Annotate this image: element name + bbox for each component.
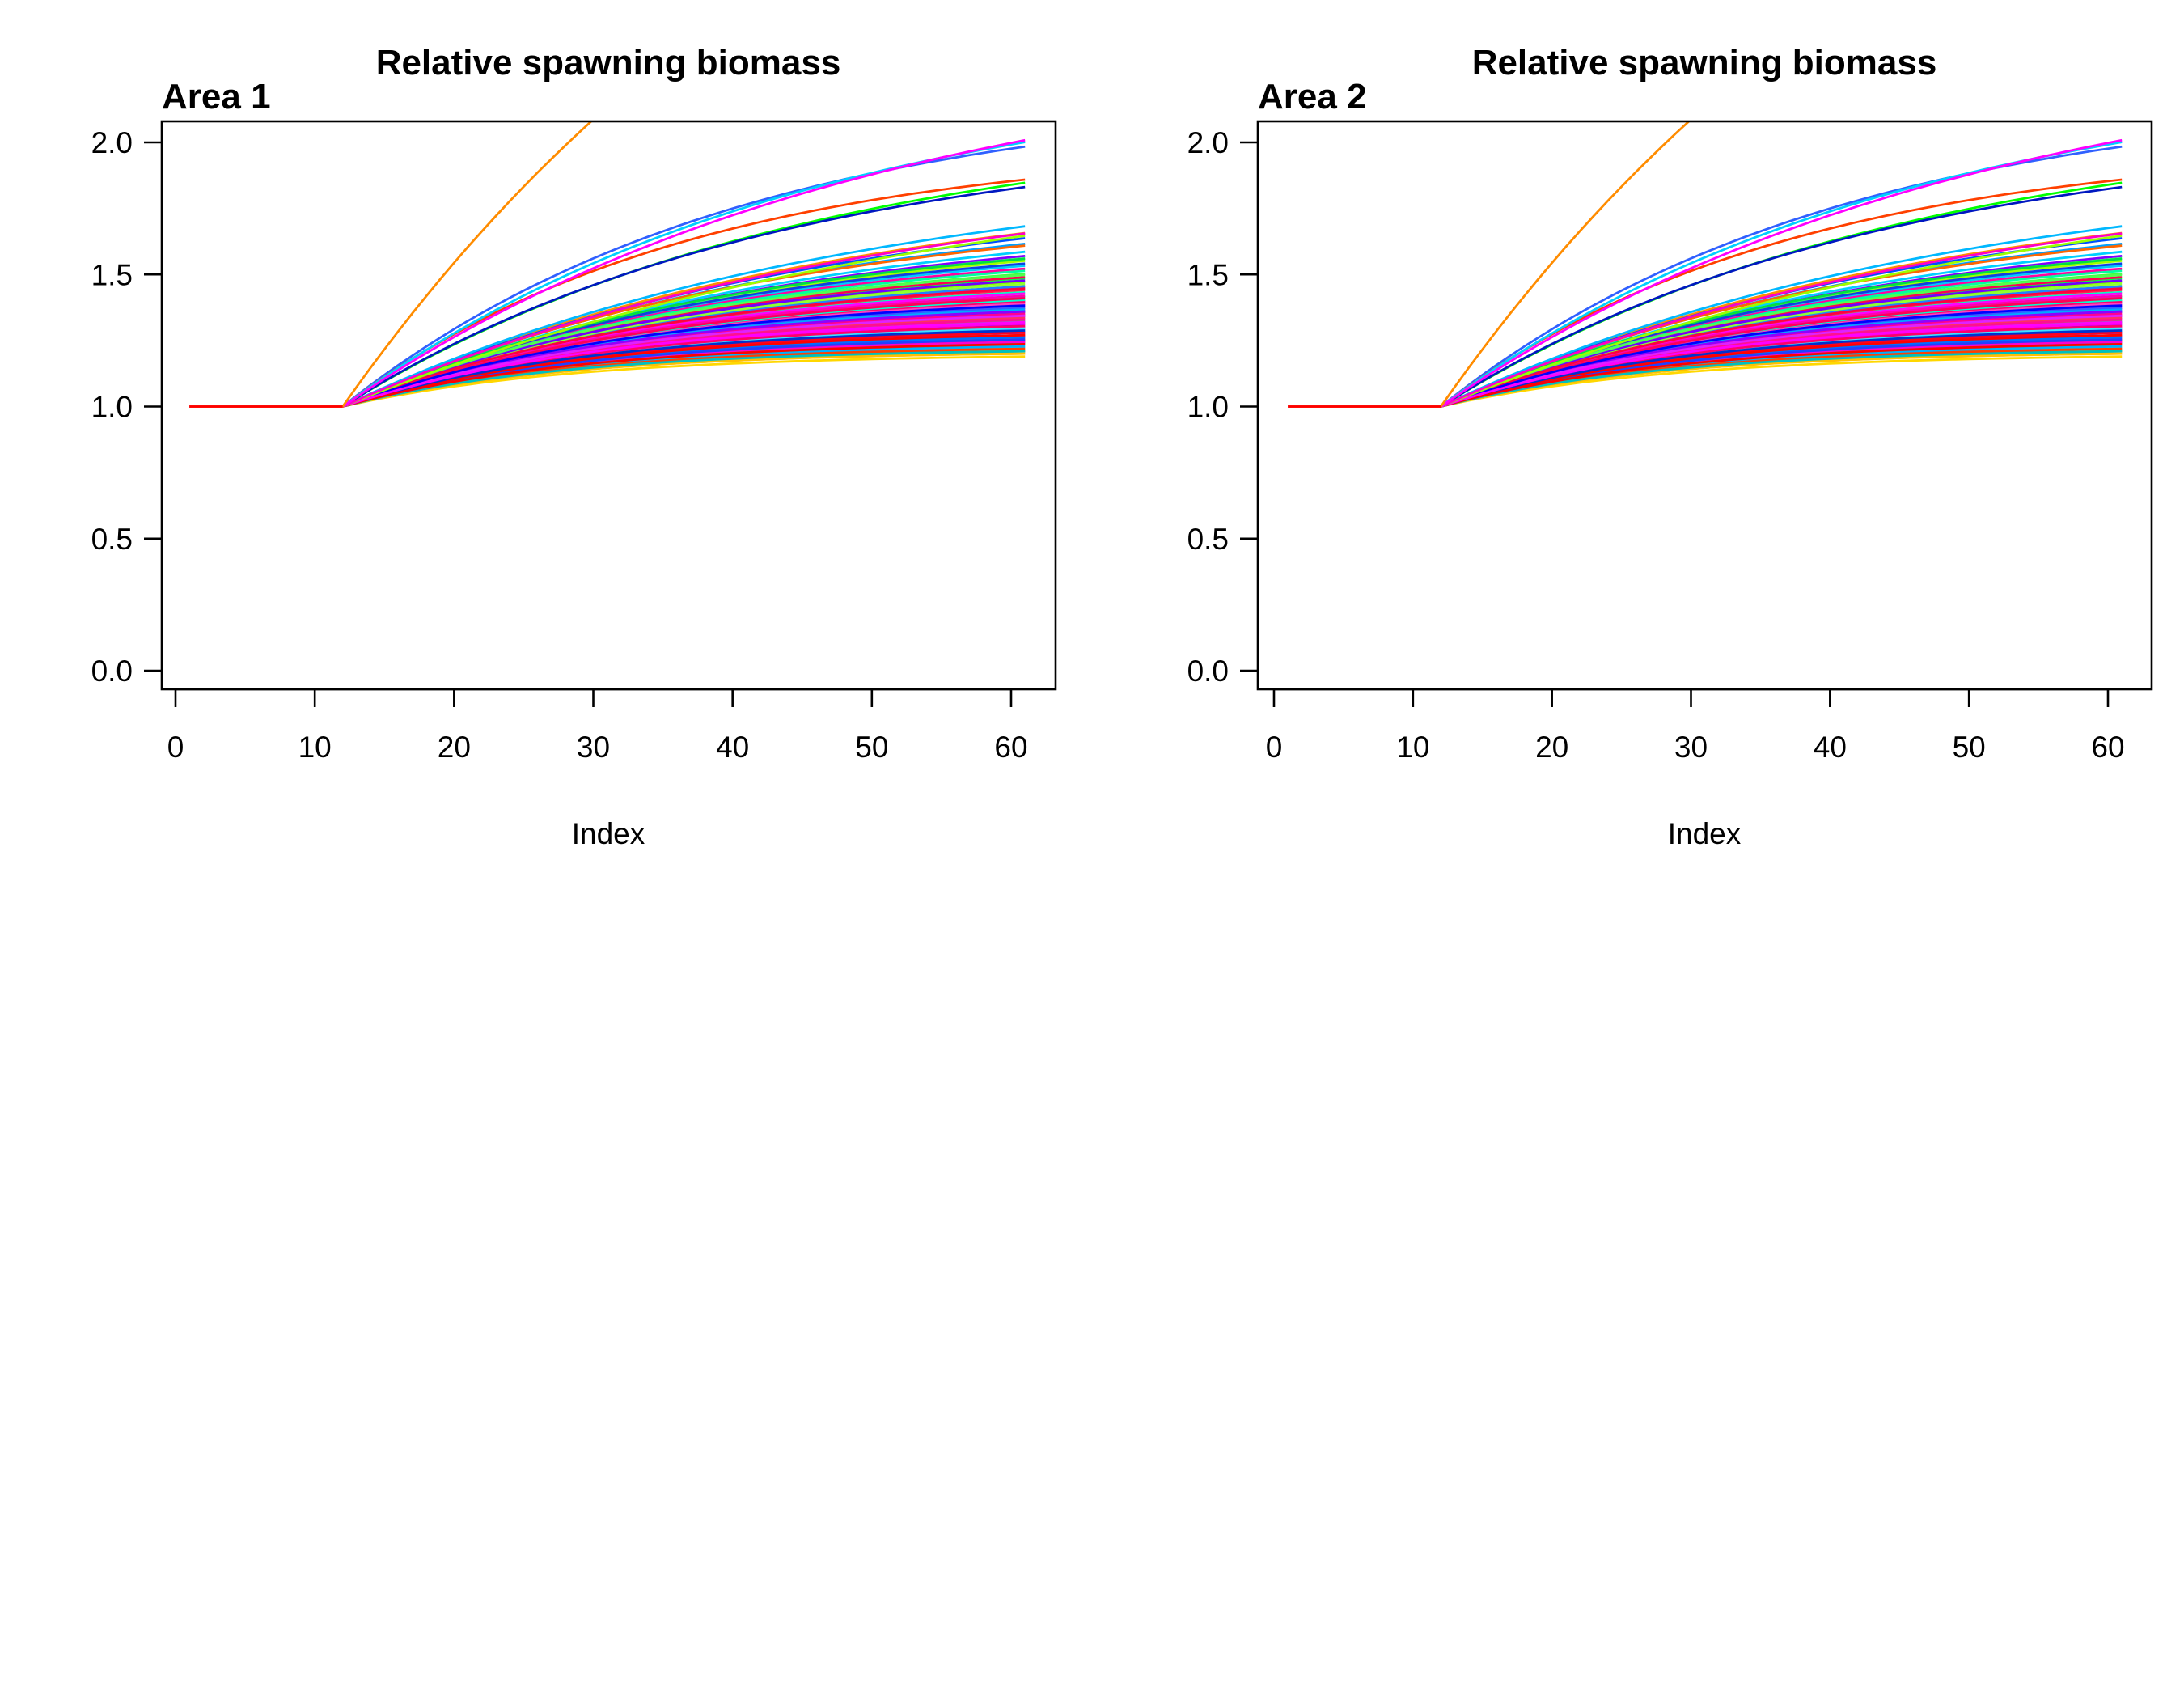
x-axis: 0 10 20 30 40 50 60 [167, 688, 1028, 764]
plot-frame [1256, 120, 2153, 691]
chart-title: Relative spawning biomass [376, 43, 841, 83]
plot-frame [160, 120, 1057, 691]
y-tick-label: 2.0 [91, 126, 133, 159]
y-tick-label: 0.0 [91, 655, 133, 688]
y-tick-label: 1.5 [1187, 258, 1229, 291]
y-tick-label: 1.0 [91, 391, 133, 424]
series-lines [189, 121, 1026, 408]
y-tick-label: 1.0 [1187, 391, 1229, 424]
x-tick-label: 30 [1674, 731, 1708, 764]
x-tick-label: 10 [1396, 731, 1429, 764]
x-tick-label: 20 [1535, 731, 1568, 764]
x-tick-label: 10 [298, 731, 332, 764]
x-tick-label: 0 [167, 731, 184, 764]
x-axis: 0 10 20 30 40 50 60 [1266, 688, 2125, 764]
y-tick-label: 0.5 [1187, 523, 1229, 556]
series-lines [1288, 121, 2123, 408]
y-tick-label: 2.0 [1187, 126, 1229, 159]
panel-area-2: Relative spawning biomass Area 2 0.0 0.5 1… [1187, 43, 2153, 850]
x-axis-label: Index [572, 817, 645, 850]
panel-area-1: Relative spawning biomass Area 1 0.0 0.5 1… [91, 43, 1057, 850]
x-tick-label: 30 [577, 731, 610, 764]
x-axis-label: Index [1668, 817, 1742, 850]
panel-label: Area 2 [1258, 77, 1367, 117]
x-tick-label: 50 [855, 731, 888, 764]
chart-title: Relative spawning biomass [1472, 43, 1937, 83]
x-tick-label: 40 [716, 731, 749, 764]
x-tick-label: 50 [1953, 731, 1986, 764]
x-tick-label: 0 [1266, 731, 1283, 764]
panel-label: Area 1 [162, 77, 271, 117]
y-axis: 0.0 0.5 1.0 1.5 2.0 [1187, 126, 1258, 688]
y-axis: 0.0 0.5 1.0 1.5 2.0 [91, 126, 162, 688]
x-tick-label: 40 [1814, 731, 1847, 764]
x-tick-label: 20 [438, 731, 471, 764]
x-tick-label: 60 [994, 731, 1027, 764]
y-tick-label: 0.0 [1187, 655, 1229, 688]
y-tick-label: 1.5 [91, 258, 133, 291]
x-tick-label: 60 [2091, 731, 2124, 764]
y-tick-label: 0.5 [91, 523, 133, 556]
